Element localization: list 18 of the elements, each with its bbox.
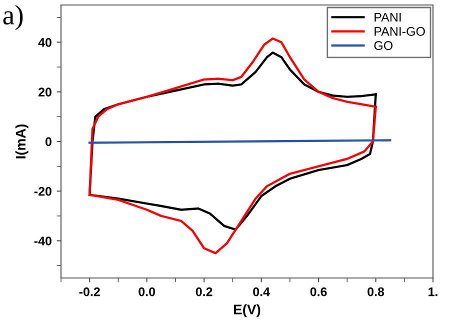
x-tick-label: 1. [428, 287, 438, 296]
y-tick-label: 20 [38, 88, 52, 97]
y-axis-title: I(mA) [15, 124, 28, 158]
x-tick-label: 0.6 [310, 287, 327, 296]
text: a) [3, 4, 23, 30]
legend-label: PANI-GO [374, 26, 425, 36]
x-tick-label: 0.0 [138, 287, 156, 296]
x-tick-label: 0.2 [196, 287, 212, 296]
legend-label: PANI [374, 12, 401, 22]
x-axis-title: E(V) [234, 304, 260, 318]
y-tick-label: -20 [34, 186, 52, 196]
y-tick-label: 0 [46, 137, 52, 146]
legend-label: GO [374, 41, 392, 50]
x-tick-label: 0.8 [368, 287, 384, 296]
x-tick-label: 0.4 [253, 287, 270, 296]
y-tick-label: 40 [38, 38, 52, 47]
y-tick-label: -40 [34, 236, 52, 246]
x-tick-label: -0.2 [79, 287, 100, 296]
